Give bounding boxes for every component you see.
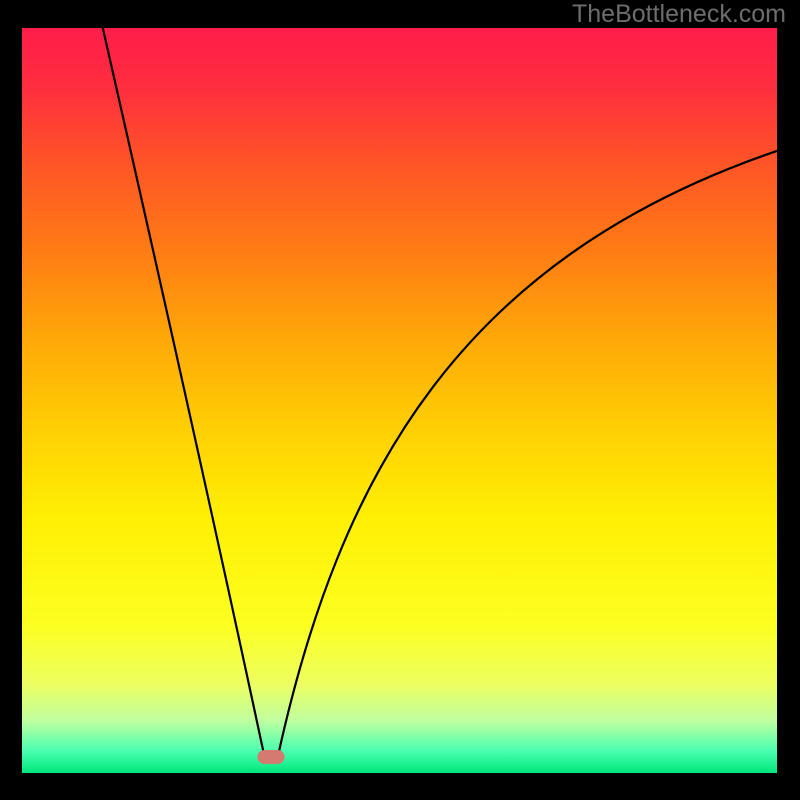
stage: TheBottleneck.com — [0, 0, 800, 800]
bottleneck-chart — [22, 28, 777, 773]
chart-background-gradient — [22, 28, 777, 773]
optimal-point-marker — [258, 750, 285, 764]
watermark-text: TheBottleneck.com — [572, 0, 786, 29]
